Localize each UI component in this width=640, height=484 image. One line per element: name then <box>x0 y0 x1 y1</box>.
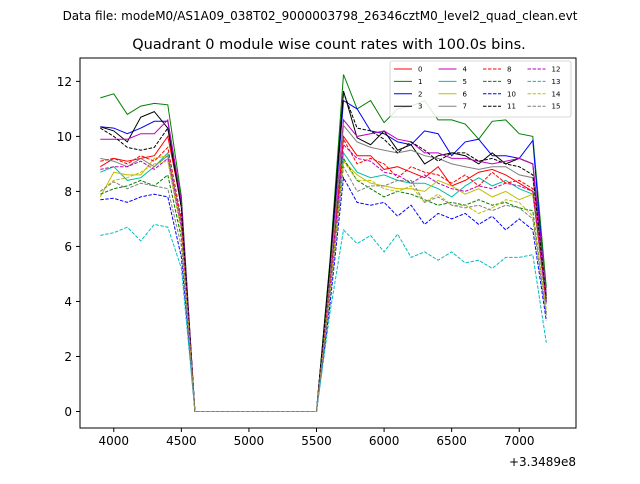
axes-frame <box>79 57 577 429</box>
x-tick-label: 4000 <box>99 434 130 448</box>
series-line-11 <box>100 92 547 412</box>
series-line-12 <box>100 143 547 412</box>
legend-label-2: 2 <box>418 90 422 98</box>
legend-label-14: 14 <box>552 90 561 98</box>
x-tick-label: 4500 <box>166 434 197 448</box>
legend-label-1: 1 <box>418 78 422 86</box>
x-tick-label: 5500 <box>301 434 332 448</box>
legend-label-11: 11 <box>507 103 516 111</box>
legend-label-3: 3 <box>418 103 422 111</box>
x-tick-label: 5000 <box>234 434 265 448</box>
x-tick-label: 6000 <box>369 434 400 448</box>
legend-box <box>389 60 572 118</box>
series-line-14 <box>99 159 547 412</box>
series-layer <box>99 74 547 412</box>
legend-label-0: 0 <box>418 66 422 74</box>
legend-label-8: 8 <box>507 66 511 74</box>
legend-label-12: 12 <box>552 66 561 74</box>
y-tick-label: 10 <box>57 130 72 144</box>
legend-label-6: 6 <box>463 90 468 98</box>
x-offset-label: +3.3489e8 <box>509 455 576 469</box>
series-line-10 <box>100 176 547 412</box>
legend-label-13: 13 <box>552 78 561 86</box>
y-tick-label: 4 <box>64 295 72 309</box>
y-tick-label: 6 <box>64 240 72 254</box>
legend-label-9: 9 <box>507 78 511 86</box>
y-tick-label: 8 <box>64 185 72 199</box>
series-line-13 <box>100 223 547 412</box>
y-tick-label: 0 <box>64 405 72 419</box>
chart-title: Quadrant 0 module wise count rates with … <box>132 37 526 53</box>
x-tick-label: 6500 <box>436 434 467 448</box>
x-tick-label: 7000 <box>504 434 535 448</box>
legend-label-4: 4 <box>463 66 468 74</box>
y-tick-label: 2 <box>64 350 72 364</box>
series-line-15 <box>100 165 547 412</box>
legend-label-15: 15 <box>552 103 561 111</box>
legend-label-7: 7 <box>463 103 467 111</box>
legend-label-10: 10 <box>507 90 516 98</box>
legend-label-5: 5 <box>463 78 467 86</box>
series-line-8 <box>100 137 547 412</box>
figure-suptitle: Data file: modeM0/AS1A09_038T02_90000037… <box>63 9 578 23</box>
y-tick-label: 12 <box>57 75 72 89</box>
